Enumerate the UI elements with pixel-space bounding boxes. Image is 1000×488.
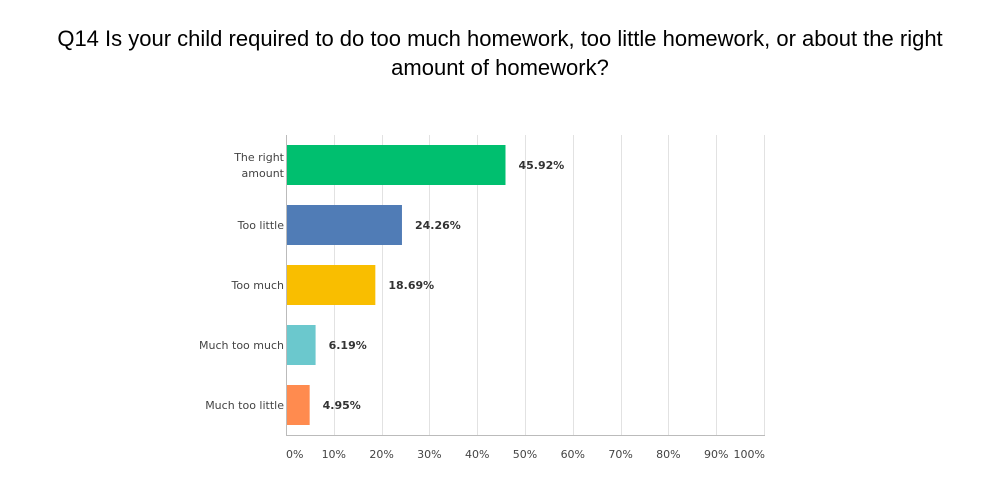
bar-0: [286, 145, 506, 185]
value-label-3: 6.19%: [329, 339, 367, 352]
grid-lines: [334, 135, 765, 435]
value-label-1: 24.26%: [415, 219, 461, 232]
category-label-4: Much too little: [205, 399, 284, 412]
x-tick-label-50: 50%: [513, 448, 537, 461]
x-tick-label-80: 80%: [656, 448, 680, 461]
value-label-4: 4.95%: [323, 399, 361, 412]
category-label-2: Too much: [230, 279, 284, 292]
x-tick-label-60: 60%: [561, 448, 585, 461]
category-label-3: Much too much: [199, 339, 284, 352]
bars: [286, 145, 506, 425]
chart-title: Q14 Is your child required to do too muc…: [0, 24, 1000, 82]
chart-title-line-2: amount of homework?: [391, 55, 609, 80]
x-tick-label-10: 10%: [322, 448, 346, 461]
category-label-0-line-1: The right: [233, 151, 284, 164]
category-label-1: Too little: [237, 219, 285, 232]
labels: 45.92% The right amount 24.26% Too little 18.…: [199, 151, 765, 461]
x-tick-label-70: 70%: [608, 448, 632, 461]
x-tick-label-100: 100%: [734, 448, 765, 461]
x-tick-label-90: 90%: [704, 448, 728, 461]
bar-2: [286, 265, 376, 305]
bar-3: [286, 325, 316, 365]
bar-4: [286, 385, 310, 425]
axes: [286, 135, 765, 436]
x-tick-label-20: 20%: [369, 448, 393, 461]
value-label-0: 45.92%: [518, 159, 564, 172]
chart-title-line-1: Q14 Is your child required to do too muc…: [57, 26, 943, 51]
x-tick-label-30: 30%: [417, 448, 441, 461]
x-tick-label-40: 40%: [465, 448, 489, 461]
bar-1: [286, 205, 402, 245]
value-label-2: 18.69%: [388, 279, 434, 292]
category-label-0-line-2: amount: [242, 167, 285, 180]
x-tick-label-0: 0%: [286, 448, 303, 461]
